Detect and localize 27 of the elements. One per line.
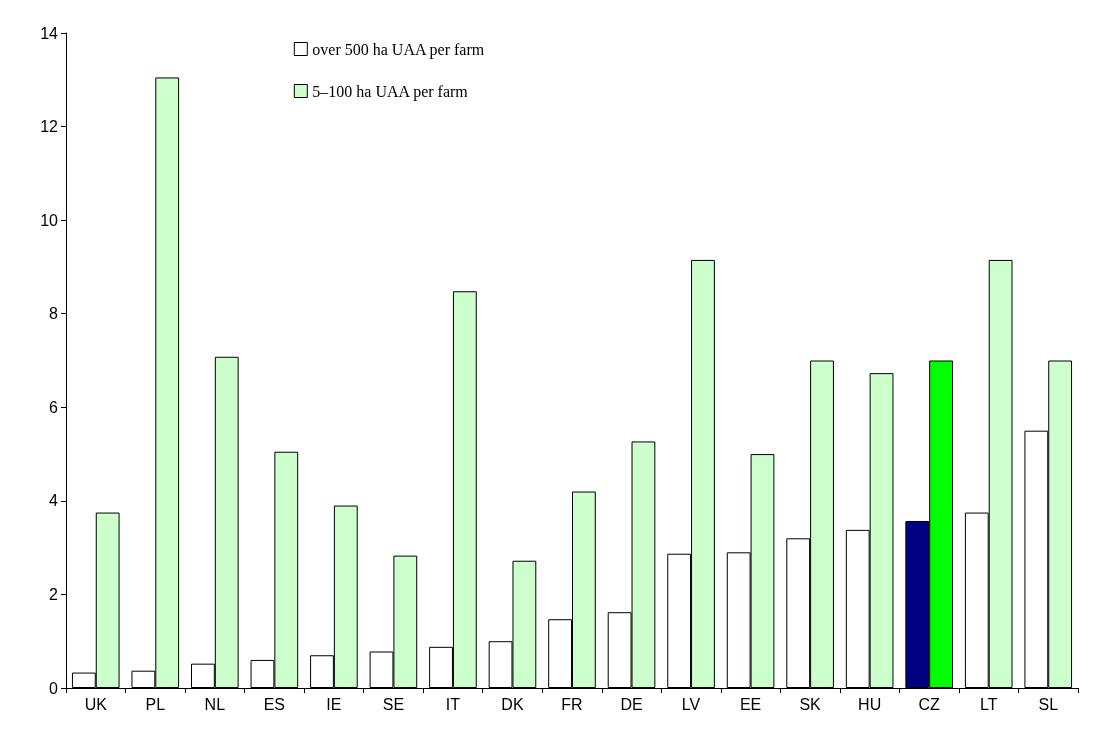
x-tick-label: HU: [858, 695, 882, 713]
x-tick-label: LV: [681, 695, 701, 713]
x-tick-label: SL: [1038, 695, 1059, 713]
x-tick-label: FR: [561, 695, 583, 713]
x-tick-label: SE: [382, 695, 405, 713]
x-tick-label: LT: [979, 695, 998, 713]
y-tick-label: 12: [40, 118, 59, 136]
x-tick-label: NL: [204, 695, 226, 713]
x-tick-label: IE: [326, 695, 342, 713]
y-tick-label: 10: [40, 211, 59, 229]
y-tick-label: 6: [49, 398, 59, 416]
y-tick-label: 14: [40, 24, 59, 42]
x-tick-label: UK: [84, 695, 108, 713]
legend-label: over 500 ha UAA per farm: [312, 40, 485, 59]
x-tick-label: EE: [739, 695, 762, 713]
y-tick-label: 8: [49, 305, 59, 323]
x-tick-label: CZ: [918, 695, 941, 713]
x-tick-label: ES: [263, 695, 286, 713]
y-tick-label: 0: [49, 679, 59, 697]
x-tick-label: DK: [501, 695, 524, 713]
x-tick-label: PL: [145, 695, 166, 713]
x-tick-label: SK: [799, 695, 822, 713]
legend-label: 5–100 ha UAA per farm: [312, 82, 469, 101]
y-tick-label: 4: [49, 492, 59, 510]
y-tick-label: 2: [49, 585, 59, 603]
x-tick-label: DE: [620, 695, 643, 713]
x-tick-label: IT: [445, 695, 461, 713]
